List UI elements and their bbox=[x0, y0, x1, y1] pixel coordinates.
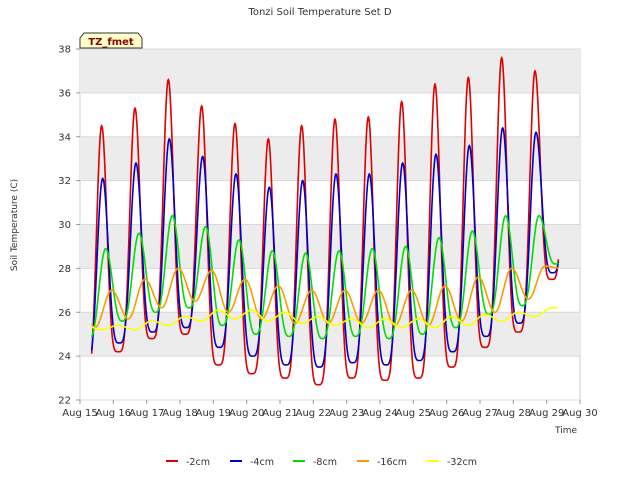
grid-band bbox=[80, 312, 580, 357]
y-tick-label: 32 bbox=[58, 176, 71, 187]
x-tick-label: Aug 21 bbox=[262, 408, 297, 419]
y-tick-label: 26 bbox=[58, 308, 71, 319]
y-tick-label: 36 bbox=[58, 88, 71, 99]
x-tick-label: Aug 30 bbox=[562, 408, 597, 419]
legend-label: -32cm bbox=[447, 457, 477, 468]
series-line-neg8cm bbox=[90, 214, 559, 340]
x-tick-label: Aug 24 bbox=[362, 408, 397, 419]
x-tick-label: Aug 23 bbox=[329, 408, 364, 419]
x-tick-label: Aug 18 bbox=[162, 408, 197, 419]
x-axis-label: Time bbox=[554, 426, 577, 436]
x-tick-label: Aug 17 bbox=[129, 408, 164, 419]
x-tick-label: Aug 15 bbox=[62, 408, 97, 419]
y-tick-label: 24 bbox=[58, 352, 71, 363]
x-tick-label: Aug 25 bbox=[396, 408, 431, 419]
y-tick-label: 30 bbox=[58, 220, 71, 231]
x-tick-label: Aug 26 bbox=[429, 408, 464, 419]
badge-text: TZ_fmet bbox=[88, 37, 134, 48]
series-line-neg4cm bbox=[90, 126, 560, 368]
grid-band bbox=[80, 49, 580, 93]
legend-label: -4cm bbox=[250, 457, 274, 468]
series-lines bbox=[90, 56, 560, 386]
x-tick-label: Aug 27 bbox=[462, 408, 497, 419]
y-tick-labels: 22 24 26 28 30 32 34 36 38 bbox=[58, 45, 80, 407]
x-tick-label: Aug 19 bbox=[196, 408, 231, 419]
x-tick-label: Aug 28 bbox=[496, 408, 531, 419]
legend-label: -16cm bbox=[377, 457, 407, 468]
x-tick-label: Aug 16 bbox=[96, 408, 131, 419]
y-tick-label: 28 bbox=[58, 264, 71, 275]
chart-title: Tonzi Soil Temperature Set D bbox=[247, 7, 391, 18]
series-line-neg2cm bbox=[90, 56, 560, 386]
y-axis-label: Soil Temperature (C) bbox=[10, 179, 20, 271]
x-tick-label: Aug 29 bbox=[529, 408, 564, 419]
x-tick-label: Aug 22 bbox=[296, 408, 331, 419]
x-tick-label: Aug 20 bbox=[229, 408, 264, 419]
legend-label: -2cm bbox=[186, 457, 210, 468]
y-tick-label: 22 bbox=[58, 396, 71, 407]
badge-shape bbox=[79, 32, 143, 49]
site-badge: TZ_fmet bbox=[79, 32, 143, 49]
legend: -2cm -4cm -8cm -16cm -32cm bbox=[166, 457, 477, 468]
y-tick-label: 38 bbox=[58, 45, 71, 56]
legend-label: -8cm bbox=[313, 457, 337, 468]
y-tick-label: 34 bbox=[58, 132, 71, 143]
series-line-neg32cm bbox=[91, 307, 559, 331]
